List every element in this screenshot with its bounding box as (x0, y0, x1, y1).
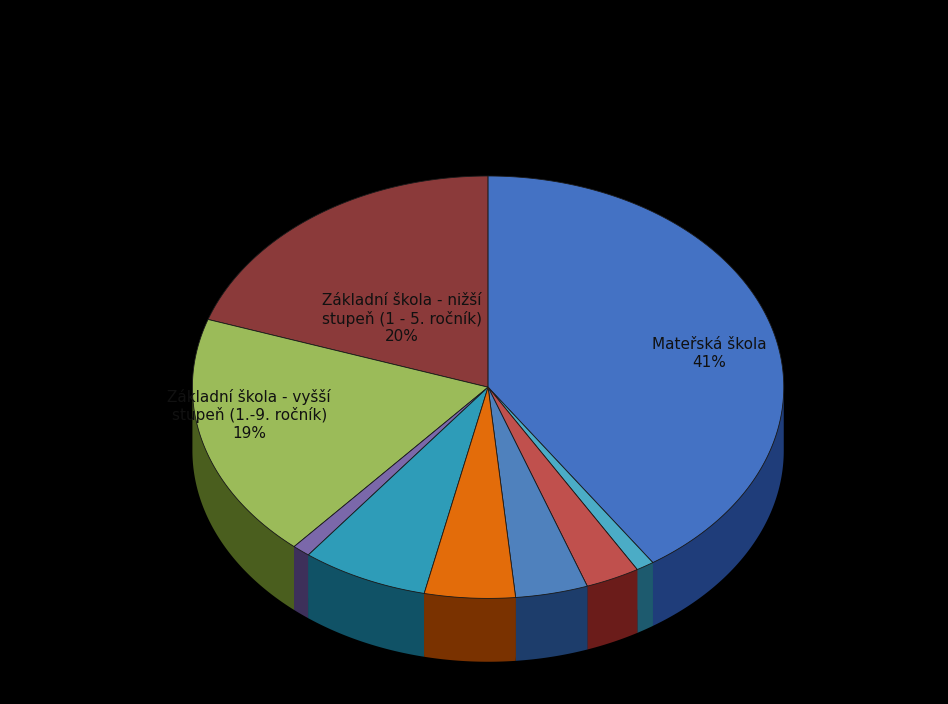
Polygon shape (424, 387, 488, 657)
Polygon shape (488, 387, 516, 661)
Polygon shape (488, 387, 516, 661)
Polygon shape (516, 586, 587, 661)
Polygon shape (308, 387, 488, 593)
Text: Základní škola - nižší
stupeň (1 - 5. ročník)
20%: Základní škola - nižší stupeň (1 - 5. ro… (322, 293, 482, 344)
Polygon shape (308, 387, 488, 618)
Polygon shape (294, 546, 308, 618)
Polygon shape (424, 387, 516, 598)
Polygon shape (308, 555, 424, 657)
Polygon shape (294, 387, 488, 610)
Polygon shape (488, 387, 637, 633)
Text: Základní škola - vyšší
stupeň (1.-9. ročník)
19%: Základní škola - vyšší stupeň (1.-9. roč… (168, 389, 331, 441)
Text: Mateřská škola
41%: Mateřská škola 41% (652, 337, 767, 370)
Polygon shape (192, 320, 488, 546)
Polygon shape (424, 593, 516, 662)
Polygon shape (424, 387, 488, 657)
Polygon shape (208, 176, 488, 387)
Polygon shape (637, 562, 653, 633)
Polygon shape (488, 387, 653, 626)
Polygon shape (653, 389, 784, 626)
Polygon shape (192, 386, 294, 610)
Polygon shape (587, 570, 637, 650)
Polygon shape (294, 387, 488, 555)
Polygon shape (488, 387, 587, 650)
Polygon shape (294, 387, 488, 610)
Polygon shape (488, 387, 653, 570)
Polygon shape (488, 387, 653, 626)
Polygon shape (308, 387, 488, 618)
Polygon shape (488, 387, 587, 650)
Polygon shape (488, 387, 587, 598)
Polygon shape (488, 387, 637, 633)
Polygon shape (488, 387, 637, 586)
Polygon shape (488, 176, 784, 562)
